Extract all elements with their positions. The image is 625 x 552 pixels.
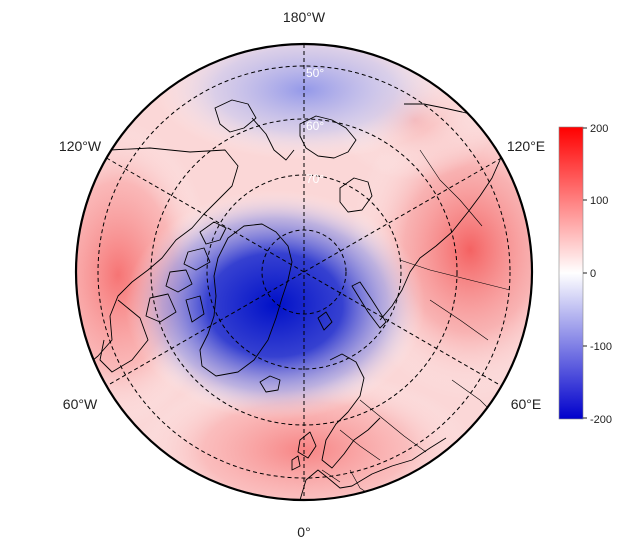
lon-label-upper-right: 120°E	[507, 138, 545, 154]
bering-coast	[251, 117, 295, 161]
hudson-bay	[99, 299, 149, 373]
negative-anomaly-top	[155, 44, 455, 160]
lon-label-lower-right: 60°E	[511, 396, 542, 412]
greenland-coast	[199, 223, 293, 377]
coastlines	[85, 99, 511, 500]
lat-label-1: 50°	[306, 66, 324, 80]
graticule	[97, 44, 511, 500]
lon-label-bottom: 0°	[297, 524, 310, 540]
negative-anomaly-center	[125, 190, 425, 420]
colorbar-tick-label: 100	[590, 195, 608, 207]
map-boundary	[74, 42, 534, 502]
lat-circle-70	[206, 174, 402, 370]
colorbar-tick-marks	[583, 127, 587, 419]
colorbar-tick-label: 0	[590, 268, 596, 280]
canadian-archipelago	[145, 221, 227, 323]
scandinavia-coast	[321, 353, 381, 469]
iceland	[259, 375, 281, 393]
lat-label-3: 70°	[306, 172, 324, 186]
lon-label-lower-left: 60°W	[63, 396, 98, 412]
country-borders-europe	[321, 399, 427, 497]
svalbard	[317, 311, 333, 331]
meridian-120w-60e	[106, 157, 502, 387]
novaya-zemlya	[351, 281, 387, 329]
colorbar-tick-label: -100	[590, 341, 612, 353]
meridian-120e-60w	[106, 157, 502, 387]
colorbar-tick-label: -200	[590, 414, 612, 426]
north-america-coast	[85, 147, 239, 367]
anomaly-field	[76, 44, 532, 500]
siberia-coast	[379, 103, 503, 321]
lon-label-upper-left: 120°W	[59, 138, 102, 154]
colorbar-gradient	[558, 126, 584, 420]
alaska-coast	[214, 99, 257, 133]
lon-label-top: 180°W	[283, 9, 326, 25]
lat-label-2: 60°	[306, 119, 324, 133]
colorbar: 200 100 0 -100 -200	[558, 123, 612, 426]
taymyr-peninsula	[339, 177, 373, 213]
country-borders-asia	[399, 149, 511, 421]
colorbar-tick-label: 200	[590, 123, 608, 135]
british-isles	[291, 431, 317, 471]
europe-coast	[299, 437, 447, 500]
